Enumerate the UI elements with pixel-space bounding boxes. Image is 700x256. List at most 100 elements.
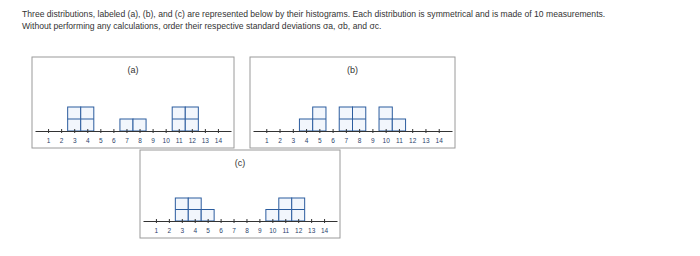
tick: 8 xyxy=(358,129,362,144)
tick-label: 9 xyxy=(258,227,262,234)
bar xyxy=(379,107,392,131)
tick-mark xyxy=(386,129,387,133)
square-divider xyxy=(68,119,81,120)
tick: 3 xyxy=(73,129,77,144)
tick-label: 9 xyxy=(151,137,155,144)
tick: 13 xyxy=(308,219,316,234)
tick-label: 2 xyxy=(60,137,64,144)
tick: 1 xyxy=(155,219,159,234)
bars xyxy=(68,107,199,131)
tick: 14 xyxy=(436,129,444,144)
tick-label: 4 xyxy=(305,137,309,144)
tick: 14 xyxy=(215,129,223,144)
bar xyxy=(172,107,185,131)
tick-mark xyxy=(266,129,267,133)
tick: 12 xyxy=(409,129,417,144)
tick-mark xyxy=(311,219,312,223)
tick-mark xyxy=(280,129,281,133)
tick-label: 13 xyxy=(422,137,430,144)
tick: 3 xyxy=(180,219,184,234)
tick: 11 xyxy=(396,129,403,144)
tick-label: 3 xyxy=(73,137,77,144)
tick-label: 12 xyxy=(409,137,417,144)
header: Three distributions, labeled (a), (b), a… xyxy=(22,9,605,31)
tick: 6 xyxy=(331,129,335,144)
tick-mark xyxy=(182,219,183,223)
tick: 7 xyxy=(125,129,129,144)
tick-mark xyxy=(74,129,75,133)
tick-label: 1 xyxy=(265,137,269,144)
panel-frame xyxy=(250,57,455,148)
tick-mark xyxy=(359,129,360,133)
histogram-panel: (a)1234567891011121314 xyxy=(32,57,234,148)
tick-mark xyxy=(195,219,196,223)
square-divider xyxy=(81,119,94,120)
tick-label: 3 xyxy=(291,137,295,144)
histogram-panel: (c)1234567891011121314 xyxy=(140,150,340,238)
tick: 2 xyxy=(60,129,64,144)
tick-mark xyxy=(234,219,235,223)
square-divider xyxy=(188,209,201,210)
axis-line xyxy=(36,131,232,132)
chart-title: (c) xyxy=(235,158,246,168)
bar xyxy=(292,198,305,221)
tick-mark xyxy=(399,129,400,133)
square-divider xyxy=(185,119,198,120)
bar xyxy=(81,107,94,131)
tick: 7 xyxy=(232,219,236,234)
tick-mark xyxy=(412,129,413,133)
bars xyxy=(175,198,304,221)
tick-label: 13 xyxy=(202,137,210,144)
panel-frame xyxy=(32,57,234,148)
tick: 13 xyxy=(422,129,430,144)
tick: 6 xyxy=(112,129,116,144)
tick-mark xyxy=(218,129,219,133)
tick-mark xyxy=(259,219,260,223)
tick-mark xyxy=(208,219,209,223)
tick-label: 9 xyxy=(371,137,375,144)
tick: 5 xyxy=(206,219,210,234)
axis-line xyxy=(144,221,338,222)
bar xyxy=(185,107,198,131)
tick: 5 xyxy=(99,129,103,144)
tick-label: 1 xyxy=(47,137,51,144)
bar xyxy=(279,198,292,221)
tick: 12 xyxy=(295,219,303,234)
page: Three distributions, labeled (a), (b), a… xyxy=(0,0,700,256)
tick-label: 5 xyxy=(99,137,103,144)
tick-label: 8 xyxy=(358,137,362,144)
tick: 5 xyxy=(318,129,322,144)
tick-mark xyxy=(166,129,167,133)
tick: 10 xyxy=(269,219,277,234)
square-divider xyxy=(172,119,185,120)
tick: 4 xyxy=(193,219,197,234)
tick-label: 8 xyxy=(245,227,249,234)
x-axis: 1234567891011121314 xyxy=(254,129,453,144)
bar xyxy=(133,119,146,131)
tick: 2 xyxy=(168,219,172,234)
histogram-panel: (b)1234567891011121314 xyxy=(250,57,455,148)
tick-mark xyxy=(179,129,180,133)
tick-label: 8 xyxy=(138,137,142,144)
tick-label: 5 xyxy=(206,227,210,234)
tick-label: 10 xyxy=(383,137,391,144)
tick-mark xyxy=(48,129,49,133)
tick: 8 xyxy=(138,129,142,144)
tick-mark xyxy=(306,129,307,133)
square-divider xyxy=(353,119,366,120)
tick-mark xyxy=(246,219,247,223)
tick: 11 xyxy=(282,219,289,234)
tick-mark xyxy=(285,219,286,223)
tick: 1 xyxy=(265,129,269,144)
tick-label: 11 xyxy=(176,137,183,144)
tick: 3 xyxy=(291,129,295,144)
tick: 9 xyxy=(151,129,155,144)
bar xyxy=(175,198,188,221)
tick: 12 xyxy=(189,129,197,144)
tick-label: 6 xyxy=(331,137,335,144)
tick-label: 12 xyxy=(189,137,197,144)
tick-mark xyxy=(113,129,114,133)
tick: 2 xyxy=(278,129,282,144)
tick: 11 xyxy=(176,129,183,144)
tick-label: 7 xyxy=(232,227,236,234)
